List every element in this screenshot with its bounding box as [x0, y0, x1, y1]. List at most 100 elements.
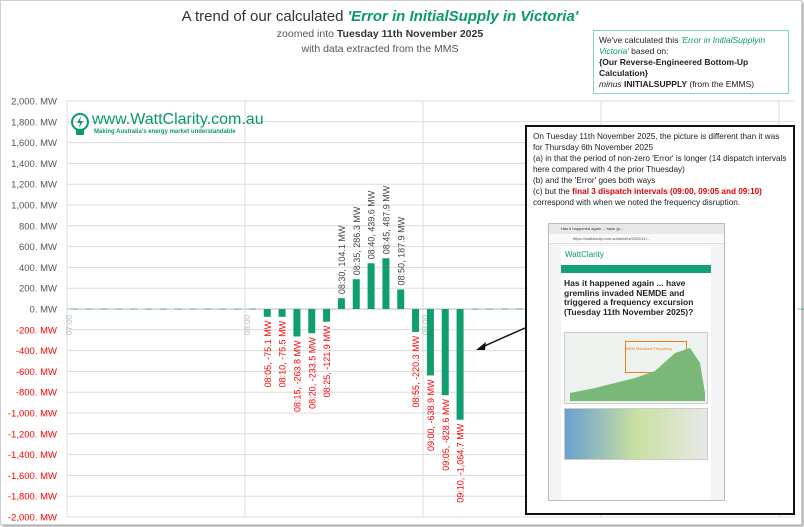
bar-0840 [367, 263, 375, 309]
note-text: We've calculated this [599, 35, 681, 45]
annotation-point-c: (c) but the final 3 dispatch intervals (… [533, 186, 787, 208]
y-tick-label: 1,400. MW [11, 159, 57, 170]
y-tick-label: -1,600. MW [8, 471, 57, 482]
subtitle-date: Tuesday 11th November 2025 [336, 28, 484, 40]
subtitle-prefix: zoomed into [276, 28, 337, 40]
y-tick-label: -1,400. MW [8, 450, 57, 461]
y-tick-label: -1,200. MW [8, 429, 57, 440]
chart-subtitle-2: with data extracted from the MMS [301, 43, 459, 55]
y-tick-label: -800. MW [16, 388, 57, 399]
article-page: WattClarity Has it happened again ... ha… [561, 246, 711, 500]
frequency-chart-image: NEM Mainland Frequency [564, 331, 708, 404]
calculation-note: We've calculated this 'Error in InitialS… [593, 30, 789, 94]
frequency-trace [570, 347, 705, 401]
data-label: 08:20, -233.5 MW [307, 337, 317, 409]
data-label: 08:55, -220.3 MW [411, 335, 421, 407]
data-label: 08:45, 487.9 MW [381, 185, 391, 254]
y-tick-label: 200. MW [19, 284, 57, 295]
zero-bar [219, 308, 227, 310]
y-tick-label: -2,000. MW [8, 513, 57, 524]
zero-bar [501, 308, 509, 310]
chart-subtitle: zoomed into Tuesday 11th November 2025 [180, 28, 580, 40]
zero-bar [174, 308, 182, 310]
site-nav [561, 265, 711, 273]
y-tick-label: 0. MW [30, 305, 57, 316]
bar-0910 [456, 309, 464, 420]
annotation-intro: On Tuesday 11th November 2025, the pictu… [533, 132, 780, 152]
x-tick-label: 09:00 [421, 314, 430, 335]
browser-address-bar: https://wattclarity.com.au/articles/2025… [549, 234, 724, 244]
bar-0835 [352, 279, 360, 309]
y-tick-label: 400. MW [19, 263, 57, 274]
title-prefix: A trend of our calculated [181, 8, 348, 25]
dispatch-map-image [564, 407, 708, 460]
bar-0825 [323, 309, 331, 322]
x-tick-label: 07:00 [65, 314, 74, 335]
data-label: 09:00, -638.9 MW [426, 379, 436, 451]
y-tick-label: 1,000. MW [11, 201, 57, 212]
point-c-highlight: final 3 dispatch intervals (09:00, 09:05… [572, 187, 762, 196]
zero-bar [115, 308, 123, 310]
zero-bar [100, 308, 108, 310]
zero-bar [159, 308, 167, 310]
zero-bar [486, 308, 494, 310]
data-label: 09:10, -1,064.7 MW [456, 423, 466, 503]
bar-0820 [308, 309, 316, 334]
data-label: 08:10, -75.5 MW [278, 320, 288, 387]
zero-bar [234, 308, 242, 310]
note-minus: minus [599, 79, 622, 89]
note-initialsupply: INITIALSUPPLY [621, 79, 688, 89]
zero-bar [70, 308, 78, 310]
zero-bar [797, 308, 804, 310]
lightbulb-icon [71, 113, 89, 135]
y-tick-label: -400. MW [16, 346, 57, 357]
data-label: 08:30, 104.1 MW [337, 225, 347, 294]
chart-title-block: A trend of our calculated 'Error in Init… [180, 8, 580, 55]
annotation-box: On Tuesday 11th November 2025, the pictu… [525, 125, 795, 515]
zero-bar [471, 308, 479, 310]
point-c-text: (c) but the [533, 187, 573, 196]
y-tick-label: -1,800. MW [8, 492, 57, 503]
bar-0900 [426, 309, 434, 376]
logo-tagline: Making Australia's energy market underst… [94, 129, 236, 135]
y-tick-label: -200. MW [16, 325, 57, 336]
zero-bar [204, 308, 212, 310]
chart-caption: NEM Mainland Frequency [626, 345, 673, 351]
zero-bar [130, 308, 138, 310]
point-c-text: correspond with when we noted the freque… [533, 198, 741, 207]
data-label: 08:35, 286.3 MW [352, 206, 362, 275]
zero-bar [248, 308, 256, 310]
bar-0850 [397, 289, 405, 309]
zero-bar [85, 308, 93, 310]
zero-bar [515, 308, 523, 310]
zero-bar [145, 308, 153, 310]
x-tick-label: 08:00 [243, 314, 252, 335]
site-logo: WattClarity [565, 250, 604, 259]
bar-0905 [441, 309, 449, 396]
annotation-point-a: (a) in that the period of non-zero 'Erro… [533, 154, 787, 174]
bar-0805 [263, 309, 271, 317]
zero-bar [189, 308, 197, 310]
note-text: based on: [628, 46, 669, 56]
y-tick-label: 1,200. MW [11, 180, 57, 191]
y-tick-label: 800. MW [19, 221, 57, 232]
y-tick-label: -600. MW [16, 367, 57, 378]
y-tick-label: 1,600. MW [11, 138, 57, 149]
logo-url: www.WattClarity.com.au [92, 111, 264, 128]
bar-0855 [412, 309, 420, 332]
y-tick-label: 1,800. MW [11, 117, 57, 128]
y-tick-label: -1,000. MW [8, 409, 57, 420]
article-screenshot: Has it happened again ... have gr... htt… [548, 223, 725, 501]
annotation-point-b: (b) and the 'Error' goes both ways [533, 176, 656, 185]
bar-0845 [382, 258, 390, 309]
chart-title: A trend of our calculated 'Error in Init… [180, 8, 580, 25]
article-headline: Has it happened again ... have gremlins … [564, 278, 694, 317]
data-label: 08:40, 439.6 MW [367, 190, 377, 259]
bar-0830 [337, 298, 345, 309]
data-label: 09:05, -828.6 MW [441, 399, 451, 471]
bar-0810 [278, 309, 286, 317]
article-body-placeholder [561, 321, 711, 328]
browser-tab: Has it happened again ... have gr... [549, 224, 724, 234]
note-source: (from the EMMS) [687, 79, 755, 89]
bar-0815 [293, 309, 301, 337]
